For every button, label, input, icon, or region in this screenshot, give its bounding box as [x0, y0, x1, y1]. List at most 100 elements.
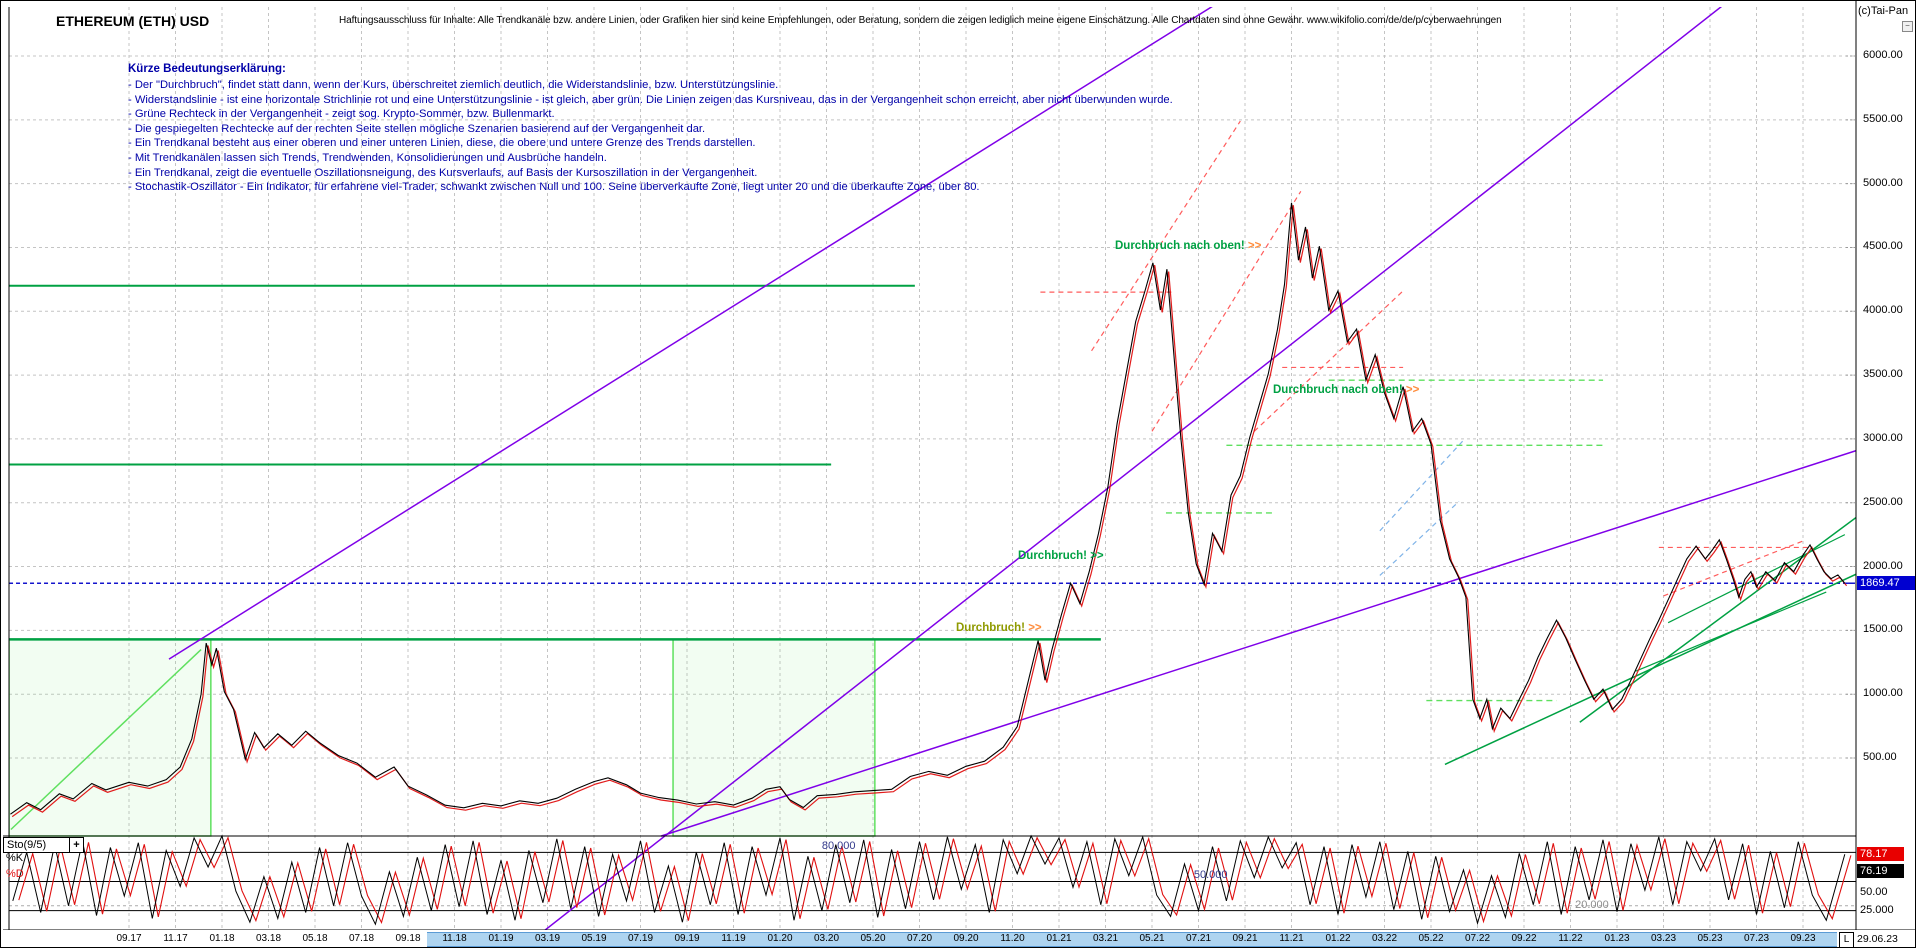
date-axis-label[interactable]: 05.20 [860, 933, 886, 944]
annotation-text: Durchbruch! [1018, 550, 1087, 562]
date-axis-label[interactable]: 05.19 [581, 933, 607, 944]
date-axis-label[interactable]: 07.19 [627, 933, 654, 944]
annotation-arrows-icon: >> [1025, 622, 1042, 634]
date-axis-label[interactable]: 01.20 [767, 933, 793, 944]
copyright-label: (c)Tai-Pan [1858, 5, 1909, 17]
breakout-annotation: Durchbruch! >> [1018, 550, 1104, 562]
stochastic-level-label: 50.000 [1193, 868, 1228, 881]
breakout-annotation: Durchbruch nach oben! >> [1115, 240, 1261, 252]
explanation-line: - Stochastik-Oszillator - Ein Indikator,… [128, 181, 980, 194]
price-axis-label: 2000.00 [1863, 559, 1903, 572]
date-axis-label[interactable]: 09.19 [674, 933, 700, 944]
stochastic-axis-50: 50.00 [1860, 886, 1888, 898]
explanation-line: - Widerstandslinie - ist eine horizontal… [128, 93, 1173, 106]
price-axis-label: 2500.00 [1863, 495, 1903, 508]
instrument-title: ETHEREUM (ETH) USD [56, 13, 210, 29]
collapse-axis-icon[interactable]: − [1902, 21, 1913, 32]
percent-k-label: %K [6, 852, 24, 864]
disclaimer-text: Haftungsausschluss für Inhalte: Alle Tre… [339, 15, 1502, 26]
date-axis-label[interactable]: 11.22 [1558, 933, 1583, 944]
breakout-annotation: Durchbruch! >> [956, 622, 1042, 634]
explanation-title: Kürze Bedeutungserklärung: [128, 63, 286, 75]
date-axis: 09.17 11.17 01.18 03.18 05.18 07.18 09.18 11.18… [1, 930, 1915, 947]
last-bar-marker[interactable]: L [1839, 932, 1854, 947]
stochastic-d-line [18, 836, 1852, 924]
date-axis-label[interactable]: 05.18 [302, 933, 328, 944]
date-axis-label[interactable]: 11.17 [163, 933, 188, 944]
price-axis-label: 4000.00 [1863, 304, 1903, 317]
date-axis-label[interactable]: 09.23 [1790, 933, 1816, 944]
date-axis-label[interactable]: 03.20 [813, 933, 840, 944]
red-trend-line [1253, 290, 1404, 432]
lgreen-trend-line [10, 648, 202, 831]
last-date-label: 29.06.23 [1857, 933, 1898, 945]
legend-explanation-block: Kürze Bedeutungserklärung: - Der "Durchb… [128, 63, 1173, 195]
stochastic-k-line [12, 834, 1846, 926]
purple-trend-line [543, 7, 1723, 930]
date-axis-label[interactable]: 01.18 [209, 933, 235, 944]
explanation-line: - Ein Trendkanal, zeigt die eventuelle O… [128, 166, 758, 179]
date-axis-label[interactable]: 07.21 [1185, 933, 1212, 944]
indicator-name-box[interactable]: Sto(9/5) [3, 837, 70, 853]
date-axis-label[interactable]: 01.22 [1325, 933, 1351, 944]
price-axis-label: 4500.00 [1863, 240, 1903, 253]
date-axis-label[interactable]: 11.21 [1279, 933, 1304, 944]
date-axis-label[interactable]: 03.22 [1371, 933, 1398, 944]
percent-d-label: %D [6, 868, 24, 880]
date-axis-label[interactable]: 07.22 [1464, 933, 1491, 944]
date-axis-label[interactable]: 05.23 [1697, 933, 1723, 944]
price-axis-label: 5500.00 [1863, 112, 1903, 125]
annotation-arrows-icon: >> [1087, 550, 1104, 562]
date-axis-label[interactable]: 03.19 [534, 933, 561, 944]
date-axis-label[interactable]: 09.20 [953, 933, 979, 944]
current-price-badge: 1869.47 [1857, 576, 1915, 590]
annotation-text: Durchbruch nach oben! [1115, 240, 1245, 252]
stochastic-d-badge: 76.19 [1857, 864, 1904, 878]
lblue-trend-line [1379, 439, 1464, 532]
date-axis-label[interactable]: 07.18 [348, 933, 375, 944]
stochastic-level-label: 20.000 [1575, 898, 1609, 911]
stochastic-axis-25: 25.000 [1860, 904, 1894, 916]
annotation-arrows-icon: >> [1244, 240, 1262, 252]
purple-trend-line [168, 7, 1213, 660]
breakout-annotation: Durchbruch nach oben! >> [1273, 384, 1419, 396]
annotation-arrows-icon: >> [1402, 384, 1420, 396]
annotation-text: Durchbruch nach oben! [1273, 384, 1403, 396]
date-axis-label[interactable]: 03.18 [255, 933, 282, 944]
stochastic-level-label: 80.000 [821, 840, 856, 853]
green-trend-line [1635, 591, 1827, 672]
explanation-line: - Ein Trendkanal besteht aus einer obere… [128, 137, 756, 150]
annotation-text: Durchbruch! [956, 622, 1025, 634]
price-axis-label: 3500.00 [1863, 368, 1903, 381]
date-axis-label[interactable]: 11.18 [442, 933, 467, 944]
price-axis-label: 5000.00 [1863, 176, 1903, 189]
lblue-trend-line [1379, 501, 1460, 576]
indicator-add-icon[interactable]: + [69, 837, 84, 853]
stochastic-k-badge: 78.17 [1857, 847, 1904, 861]
date-axis-label[interactable]: 07.20 [906, 933, 933, 944]
date-axis-label[interactable]: 01.19 [488, 933, 514, 944]
date-axis-label[interactable]: 05.22 [1418, 933, 1444, 944]
date-axis-label[interactable]: 09.17 [116, 933, 142, 944]
date-axis-selection[interactable] [427, 932, 1837, 947]
date-axis-label[interactable]: 05.21 [1139, 933, 1165, 944]
price-axis-label: 500.00 [1863, 751, 1897, 764]
date-axis-label[interactable]: 01.23 [1604, 933, 1630, 944]
red-trend-line [1091, 120, 1241, 352]
red-trend-line [1663, 540, 1804, 597]
price-line [10, 202, 1846, 815]
date-axis-label[interactable]: 11.19 [721, 933, 746, 944]
date-axis-label[interactable]: 09.22 [1511, 933, 1537, 944]
date-axis-label[interactable]: 09.21 [1232, 933, 1258, 944]
date-axis-label[interactable]: 01.21 [1046, 933, 1072, 944]
date-axis-label[interactable]: 07.23 [1743, 933, 1770, 944]
explanation-line: - Der "Durchbruch", findet statt dann, w… [128, 79, 779, 91]
date-axis-label[interactable]: 03.21 [1092, 933, 1119, 944]
date-axis-label[interactable]: 09.18 [395, 933, 421, 944]
date-axis-label[interactable]: 03.23 [1650, 933, 1677, 944]
price-axis-label: 1500.00 [1863, 623, 1903, 636]
price-axis-label: 1000.00 [1863, 687, 1903, 700]
date-axis-label[interactable]: 11.20 [1000, 933, 1025, 944]
